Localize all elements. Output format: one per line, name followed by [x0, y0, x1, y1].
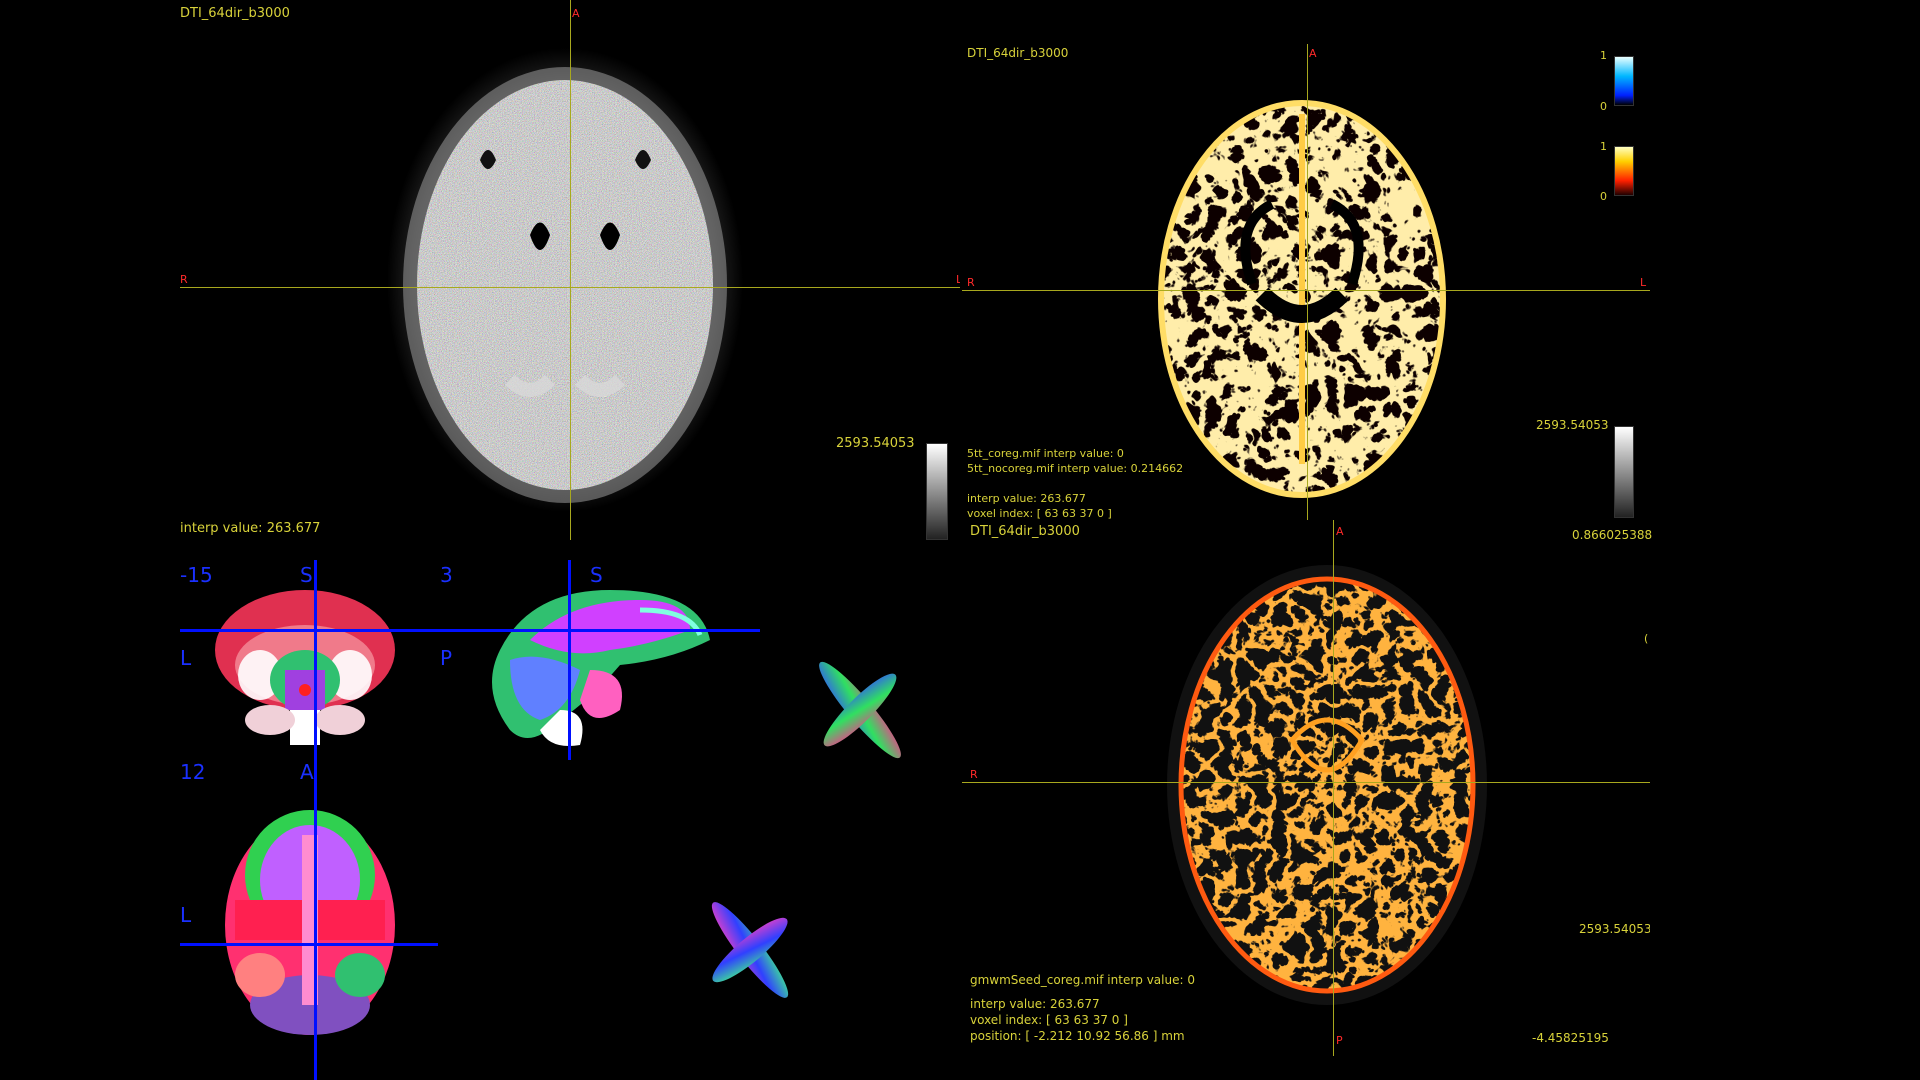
orientation-anterior: A [1336, 525, 1344, 538]
colorbar-min-label: 0.866025388 [1572, 528, 1653, 542]
grayscale-colorbar [926, 443, 948, 540]
info-line: interp value: 263.677 [970, 997, 1100, 1011]
info-line: gmwmSeed_coreg.mif interp value: 0 [970, 973, 1195, 987]
info-line: 5tt_coreg.mif interp value: 0 [967, 447, 1124, 460]
crosshair-horizontal [962, 290, 1650, 291]
axial-slice-image-hot [1158, 100, 1446, 498]
axial-top-label: A [300, 760, 314, 784]
crosshair-vertical [1307, 44, 1308, 520]
coronal-crosshair-horizontal [180, 629, 760, 632]
view-bottom-left[interactable]: -15 S L 3 S P 12 A L [180, 560, 960, 1080]
hot-colorbar [1614, 146, 1634, 196]
info-overlay: gmwmSeed_coreg.mif interp value: 0 inter… [970, 974, 1195, 1046]
crosshair-vertical [1333, 520, 1334, 1056]
orientation-left: L [1640, 276, 1647, 289]
overlay-bar2-max: 1 [1600, 140, 1607, 153]
info-line: voxel index: [ 63 63 37 0 ] [970, 1013, 1128, 1027]
coronal-segmentation-image [215, 590, 395, 745]
info-overlay: 5tt_coreg.mif interp value: 0 5tt_nocore… [967, 448, 1183, 520]
colorbar-top-label: -4.45825195 [1532, 1031, 1609, 1045]
fod-glyph [819, 661, 901, 759]
sagittal-segmentation-image [492, 590, 710, 746]
info-line [967, 478, 1183, 493]
overlay-bar1-max: 1 [1600, 49, 1607, 62]
grayscale-colorbar [1614, 426, 1634, 518]
overlay-bar1-min: 0 [1600, 100, 1607, 113]
info-line: 5tt_nocoreg.mif interp value: 0.214662 [967, 462, 1184, 475]
interp-value-text: interp value: 263.677 [180, 521, 321, 536]
sagittal-top-label: S [590, 563, 603, 587]
info-line: interp value: 263.677 [967, 492, 1086, 505]
crosshair-horizontal [962, 782, 1650, 783]
orientation-right: R [970, 768, 978, 781]
crosshair-vertical [570, 0, 571, 540]
orientation-anterior: A [572, 7, 580, 20]
colorbar-max-label: 2593.54053 [1536, 418, 1609, 432]
colorbar-max-label: 2593.54053 [836, 436, 915, 451]
sagittal-crosshair-vertical [568, 560, 571, 760]
view-title: DTI_64dir_b3000 [967, 46, 1069, 60]
overlay-bar2-min: 0 [1600, 190, 1607, 203]
coronal-crosshair-vertical [314, 560, 317, 1080]
sagittal-side-label: P [440, 646, 453, 670]
colorbar-max-label: 2593.54053 [1579, 922, 1650, 936]
fod-glyph [711, 902, 789, 998]
axial-side-label: L [180, 903, 192, 927]
axial-segmentation-image [225, 810, 395, 1035]
info-line: voxel index: [ 63 63 37 0 ] [967, 507, 1112, 520]
view-bottom-right[interactable]: DTI_64dir_b3000 A R P ( -4.45825195 2593… [962, 520, 1650, 1056]
sagittal-slice-number: 3 [440, 563, 453, 587]
view-title: DTI_64dir_b3000 [180, 6, 290, 21]
coronal-side-label: L [180, 646, 192, 670]
orientation-left: L [956, 273, 960, 286]
axial-slice-image-noise [387, 48, 743, 512]
info-line: position: [ -2.212 10.92 56.86 ] mm [970, 1029, 1185, 1043]
orientation-left-partial: ( [1644, 632, 1649, 645]
orientation-right: R [967, 276, 975, 289]
axial-slice-image-seed [1167, 565, 1487, 1005]
orientation-right: R [180, 273, 188, 286]
view-top-left[interactable]: DTI_64dir_b3000 A R L 2593.54053 interp … [180, 0, 960, 540]
coronal-slice-number: -15 [180, 563, 213, 587]
view-title: DTI_64dir_b3000 [970, 524, 1080, 539]
coronal-top-label: S [300, 563, 313, 587]
crosshair-horizontal [180, 287, 960, 288]
cool-colorbar [1614, 56, 1634, 106]
orientation-posterior: P [1336, 1034, 1343, 1047]
orientation-anterior: A [1309, 47, 1317, 60]
view-top-right[interactable]: DTI_64dir_b3000 A R L 1 0 1 0 2593.54053… [962, 44, 1650, 520]
axial-slice-number: 12 [180, 760, 206, 784]
axial-crosshair-horizontal [180, 943, 438, 946]
